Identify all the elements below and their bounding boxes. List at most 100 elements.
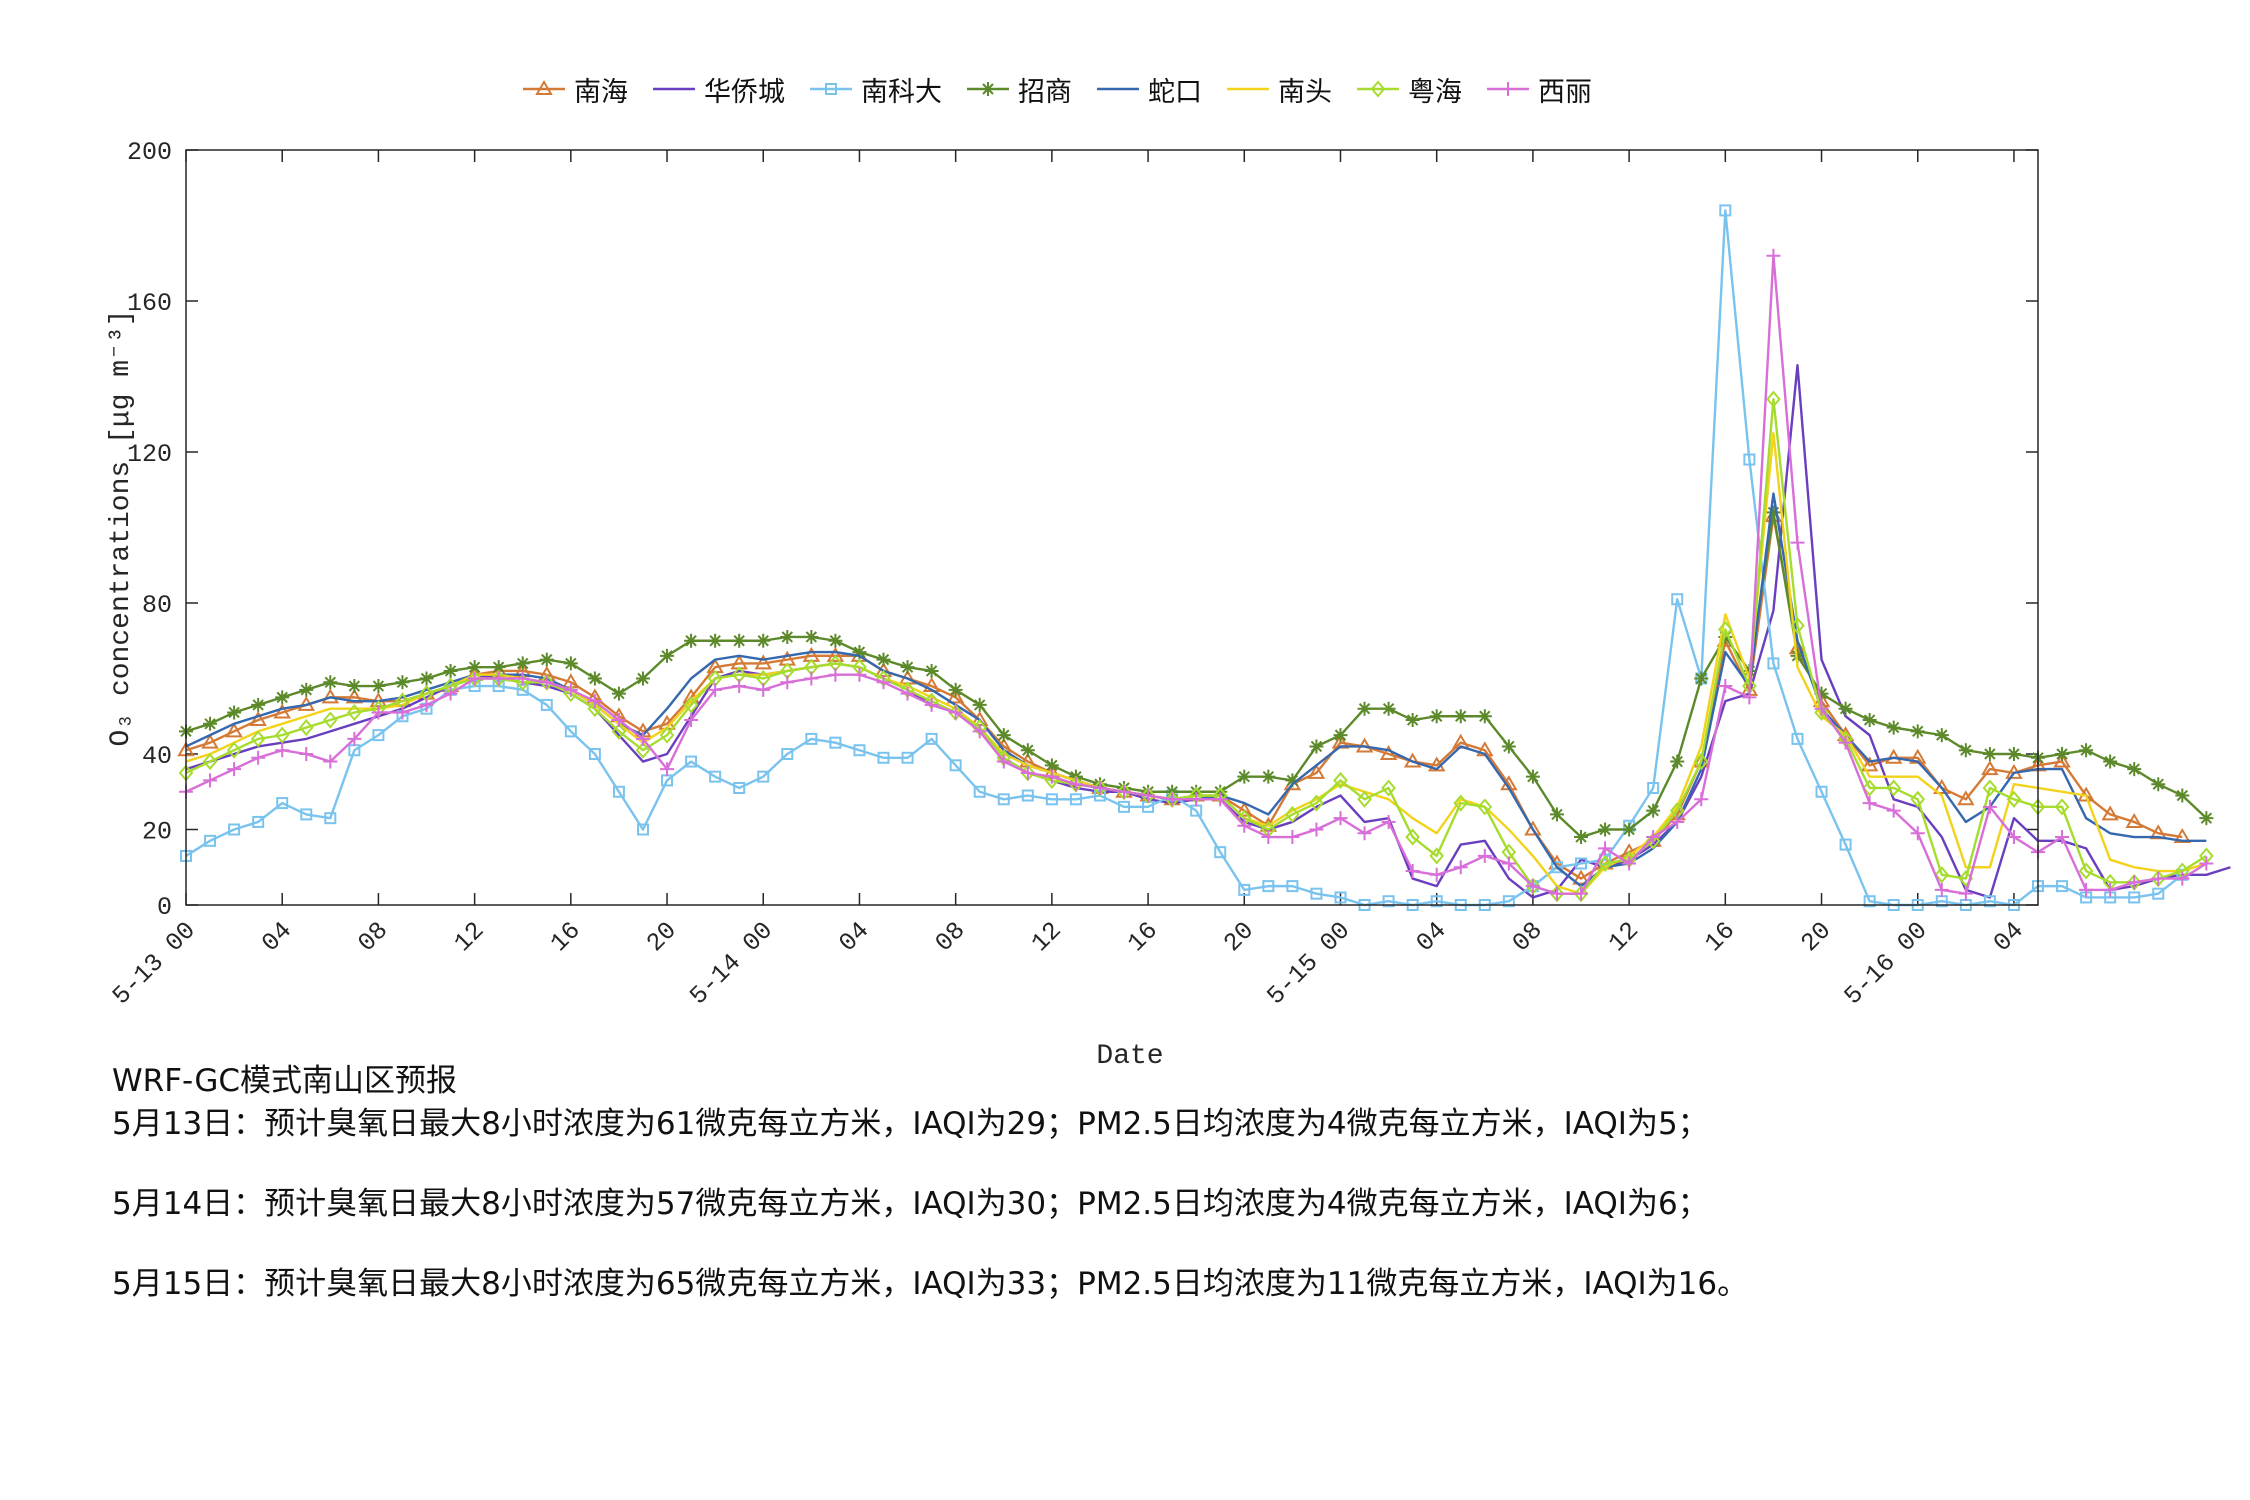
data-point [1598,841,1613,856]
legend-label: 粤海 [1408,76,1462,108]
legend-label: 华侨城 [704,76,785,108]
data-point [756,633,771,648]
data-point [1235,801,1254,817]
y-tick-label: 120 [127,440,172,469]
data-point [491,671,506,686]
legend-item: 南科大 [807,70,942,109]
data-point [515,656,530,671]
data-point [227,762,242,777]
data-point [1261,769,1276,784]
series-line [185,492,2207,888]
data-point [587,671,602,686]
data-point [635,671,650,686]
legend-marker [1370,80,1386,98]
data-point [1501,739,1516,754]
data-point [515,671,530,686]
data-point [1020,743,1035,758]
data-point [299,747,314,761]
data-point [901,751,914,764]
data-point [1045,793,1058,806]
data-point [2175,871,2190,886]
legend-label: 南科大 [861,76,942,108]
data-point [203,716,218,731]
data-point [467,671,482,686]
x-tick-label: 20 [1218,916,1260,958]
data-point [732,633,747,648]
data-point [1815,785,1828,798]
data-point [754,654,772,670]
data-point [563,682,578,697]
data-point [684,633,699,648]
data-point [1766,505,1781,520]
data-point [1477,709,1492,724]
data-point [1381,701,1396,716]
data-point [275,690,290,705]
data-point [299,682,314,697]
data-point [201,733,219,749]
data-point [1957,790,1975,806]
data-point [2006,830,2021,845]
data-point [250,730,266,748]
data-point [1502,895,1515,908]
data-point [588,748,601,760]
data-point [1285,830,1300,845]
data-point [948,705,963,720]
data-point [1477,798,1493,816]
data-point [659,726,675,744]
data-point [1934,882,1949,897]
data-point [1405,713,1420,728]
data-point [1189,784,1204,799]
data-point [1719,204,1732,217]
data-point [249,711,267,727]
data-point [828,667,843,682]
data-point [1501,856,1516,871]
data-point [1647,781,1660,794]
data-point [1307,763,1326,779]
x-tick-label: 16 [1699,916,1741,958]
x-tick-label: 16 [545,916,587,958]
data-point [1646,803,1661,818]
data-point [1670,754,1685,769]
x-tick-label: 5-16 00 [1839,916,1934,1011]
data-point [1910,826,1925,841]
data-point [395,705,410,720]
data-point [636,823,649,836]
data-point [2006,790,2022,808]
series-line [185,431,2207,895]
data-point [685,755,698,768]
data-point [1453,794,1469,812]
data-point [1934,866,1950,884]
data-point [1381,779,1396,797]
y-tick-label: 80 [142,591,172,620]
data-point [467,660,482,675]
data-point [1021,789,1034,802]
data-point [1574,830,1589,845]
data-point [996,754,1011,769]
data-point [1285,773,1300,788]
data-point [1838,735,1853,750]
data-point [2101,805,2119,821]
data-point [1791,732,1804,745]
chart-series [177,204,2231,911]
data-point [2079,882,2094,897]
data-point [323,675,338,690]
data-point [1357,826,1372,841]
data-point [1068,777,1083,792]
data-point [973,785,986,798]
data-point [2199,811,2214,826]
data-point [1670,814,1685,829]
data-point [298,719,314,737]
data-point [1405,828,1420,846]
data-point [2128,891,2141,904]
data-point [2079,743,2094,758]
data-point [1884,748,1903,764]
data-point [826,646,845,662]
series-6 [185,431,2207,895]
data-point [2103,754,2118,769]
data-point [611,686,626,701]
data-point [1525,879,1540,894]
data-point [1934,728,1949,743]
legend-marker [535,80,553,95]
data-point [225,722,243,738]
data-point [1983,895,1996,908]
